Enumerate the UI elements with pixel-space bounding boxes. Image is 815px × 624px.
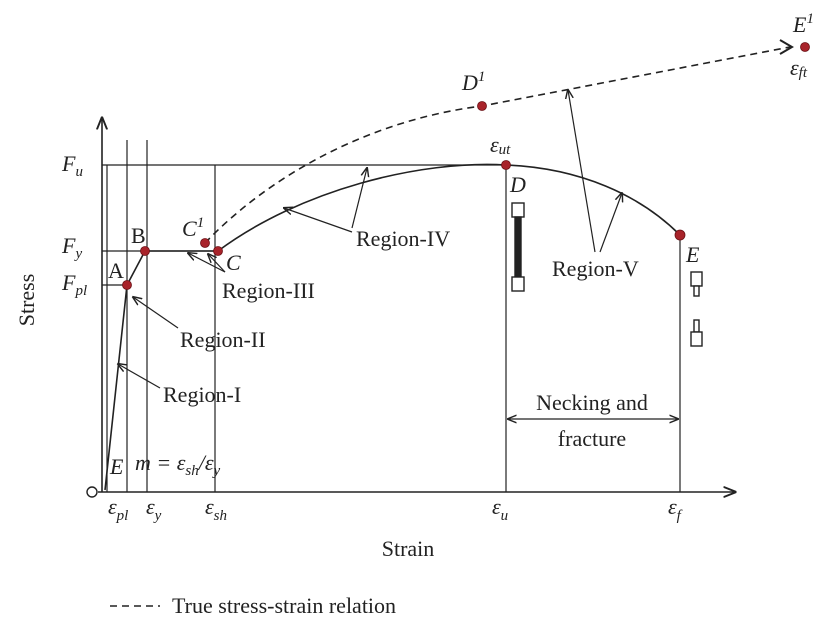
text-part: ε [790,55,799,80]
text-part: 1 [197,215,205,231]
point-label: B [131,223,146,248]
text-part: ut [499,142,512,158]
strain-label: εsh [205,494,227,524]
text-part: 1 [478,69,486,85]
point-label: D1 [461,69,485,95]
x-axis-title: Strain [382,536,435,561]
text-part: m = ε [135,450,186,475]
text-part: E [792,12,807,37]
strain-label: εy [146,494,162,524]
text-part: C [182,216,197,241]
text-part: y [73,246,82,262]
region-label: Region-II [180,327,266,352]
necking-label: fracture [558,426,626,451]
y-axis-title: Stress [14,274,39,327]
text-part: ft [799,65,808,81]
stress-label: Fy [61,233,82,262]
strain-label: εf [668,494,683,524]
strain-label: εu [492,494,508,524]
point-label: C1 [182,215,204,241]
point-label: A [108,258,124,283]
region-label: Region-IV [356,226,450,251]
text-part: y [153,508,162,524]
text-part: ε [668,494,677,519]
slope-label: m = εsh/εy [135,450,221,479]
text-part: /ε [197,450,214,475]
legend-label: True stress-strain relation [172,593,396,618]
text-part: ε [205,494,214,519]
text-part: ε [146,494,155,519]
annotation-arrows [118,90,678,419]
text-part: F [61,270,76,295]
text-part: D [461,70,478,95]
stress-label: Fu [61,151,83,180]
strain-label: εut [490,132,511,158]
point-label: C [226,250,241,275]
modulus-label: E [109,454,124,479]
region-label: Region-I [163,382,241,407]
text-part: y [212,463,221,479]
text-part: pl [116,508,129,524]
text-part: pl [74,283,87,299]
region-label: Region-III [222,278,315,303]
text-part: ε [490,132,499,157]
origin [87,487,97,497]
text-part: ε [108,494,117,519]
strain-label: εpl [108,494,128,524]
point-label: E1 [792,11,814,37]
point-label: E [685,242,700,267]
text-part: ε [492,494,501,519]
necking-label: Necking and [536,390,648,415]
diagram: Fu Fy Fpl εpl εy εsh εu εf εut εft A B C… [0,0,815,624]
text-part: F [61,233,76,258]
text-part: sh [185,463,198,479]
text-part: f [677,508,683,524]
text-part: u [75,164,83,180]
strain-label: εft [790,55,808,81]
text-part: u [501,508,509,524]
text-part: F [61,151,76,176]
text-part: 1 [806,11,814,27]
stress-label: Fpl [61,270,87,299]
region-label: Region-V [552,256,639,281]
point-label: D [509,172,526,197]
text-part: sh [214,508,227,524]
